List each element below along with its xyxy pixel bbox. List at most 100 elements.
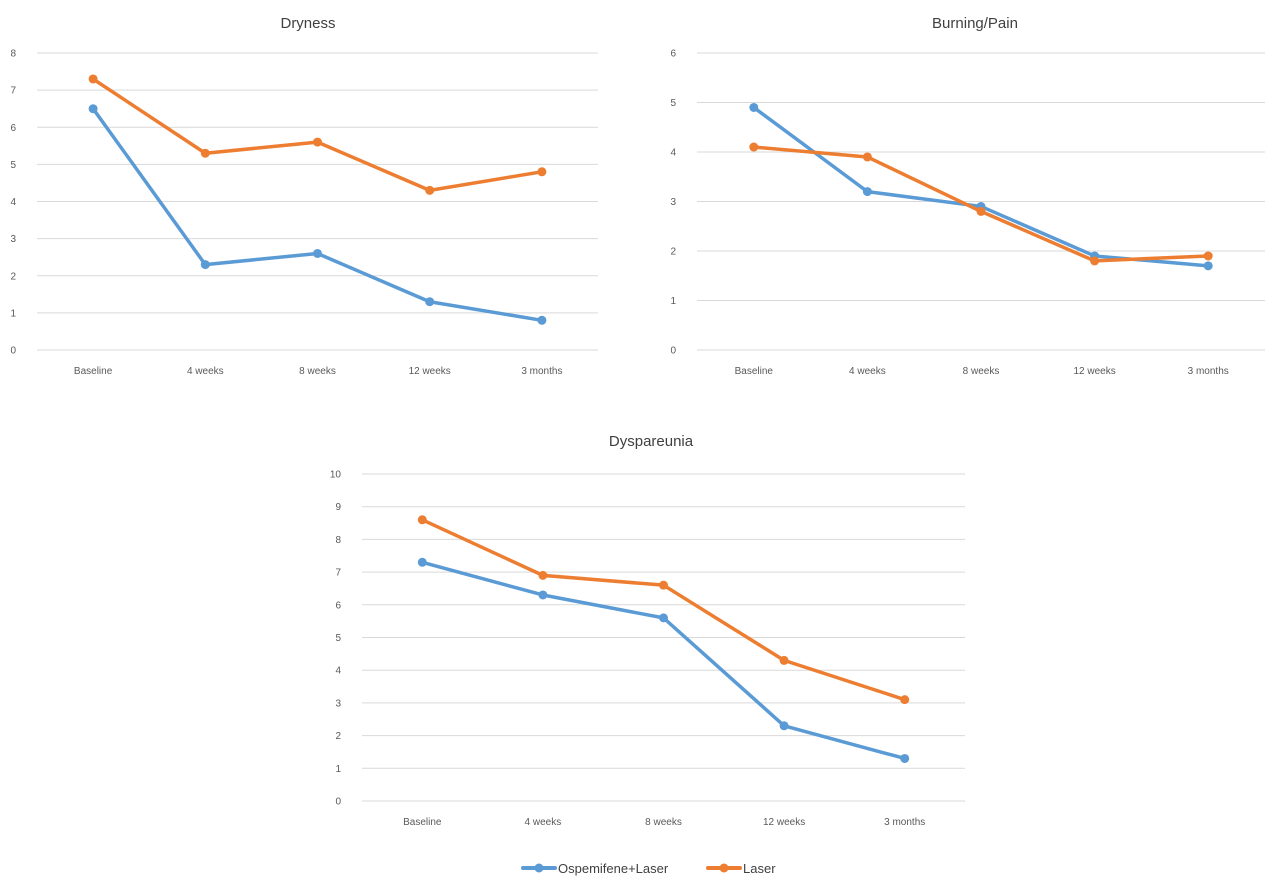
data-point — [537, 167, 547, 177]
legend-marker — [534, 863, 544, 873]
data-point — [417, 557, 427, 567]
x-tick-label: 4 weeks — [849, 366, 886, 377]
data-point — [417, 515, 427, 525]
data-point — [900, 753, 910, 763]
y-tick-label: 3 — [670, 197, 676, 208]
chart-title: Dyspareunia — [609, 433, 694, 450]
data-point — [88, 104, 98, 114]
y-tick-label: 1 — [335, 764, 341, 775]
data-point — [313, 248, 322, 258]
y-tick-label: 4 — [670, 148, 676, 159]
y-axis: 0 1 2 3 4 5 6 7 8 — [10, 49, 16, 357]
y-tick-label: 7 — [10, 86, 16, 97]
y-tick-label: 7 — [335, 568, 341, 579]
series-ospemifene-laser — [88, 104, 547, 325]
x-tick-label: 4 weeks — [187, 366, 224, 377]
y-tick-label: 1 — [10, 308, 16, 319]
chart-dyspareunia: Dyspareunia 0 1 2 3 4 5 6 7 8 9 10 Baseline 4 weeks 8… — [330, 433, 965, 828]
y-tick-label: 6 — [335, 600, 341, 611]
series-line — [420, 518, 907, 702]
data-point — [779, 721, 789, 731]
legend: Ospemifene+Laser Laser — [521, 861, 776, 876]
y-tick-label: 2 — [335, 731, 341, 742]
data-point — [1203, 251, 1213, 261]
x-tick-label: Baseline — [74, 366, 113, 377]
legend-label: Laser — [743, 861, 776, 876]
series-ospemifene-laser — [749, 102, 1213, 271]
legend-item-ospemifene-laser: Ospemifene+Laser — [521, 861, 669, 876]
data-point — [425, 297, 435, 307]
data-point — [659, 580, 668, 590]
x-axis: Baseline 4 weeks 8 weeks 12 weeks 3 months — [735, 366, 1229, 377]
chart-title: Burning/Pain — [932, 15, 1018, 32]
y-tick-label: 10 — [330, 470, 342, 481]
x-tick-label: 3 months — [1188, 366, 1229, 377]
x-tick-label: 12 weeks — [409, 366, 451, 377]
y-tick-label: 5 — [335, 633, 341, 644]
series-line — [91, 77, 544, 193]
series-line — [752, 105, 1210, 268]
y-tick-label: 0 — [10, 346, 16, 357]
chart-burning-pain: Burning/Pain 0 1 2 3 4 5 6 Baseline 4 weeks 8 wee… — [670, 15, 1265, 377]
chart-title: Dryness — [280, 15, 335, 32]
y-tick-label: 9 — [335, 502, 341, 513]
legend-marker — [719, 863, 729, 873]
gridlines — [37, 52, 598, 351]
data-point — [862, 187, 872, 197]
series-laser — [88, 74, 547, 195]
legend-item-laser: Laser — [706, 861, 776, 876]
series-line — [420, 560, 907, 761]
chart-dryness: Dryness 0 1 2 3 4 5 6 7 8 Baseline 4 weeks 8 weeks 1… — [10, 15, 598, 377]
data-point — [1203, 261, 1213, 271]
y-tick-label: 2 — [10, 271, 16, 282]
y-tick-label: 8 — [10, 49, 16, 60]
y-tick-label: 2 — [670, 247, 676, 258]
series-laser — [749, 142, 1213, 266]
y-tick-label: 6 — [670, 49, 676, 60]
y-axis: 0 1 2 3 4 5 6 — [670, 49, 676, 357]
x-tick-label: 3 months — [521, 366, 562, 377]
y-tick-label: 3 — [10, 234, 16, 245]
data-point — [900, 695, 910, 705]
x-tick-label: 12 weeks — [1073, 366, 1115, 377]
data-point — [1090, 256, 1100, 266]
data-point — [749, 142, 759, 152]
x-tick-label: 8 weeks — [299, 366, 336, 377]
data-point — [200, 260, 210, 270]
x-tick-label: 3 months — [884, 817, 925, 828]
data-point — [779, 655, 789, 665]
data-point — [425, 185, 435, 195]
legend-label: Ospemifene+Laser — [558, 861, 669, 876]
x-tick-label: 12 weeks — [763, 817, 805, 828]
y-tick-label: 4 — [10, 197, 16, 208]
y-tick-label: 6 — [10, 123, 16, 134]
y-tick-label: 1 — [670, 296, 676, 307]
data-point — [538, 570, 548, 580]
series-laser — [417, 515, 910, 705]
data-point — [862, 152, 872, 162]
gridlines — [697, 52, 1265, 351]
y-axis: 0 1 2 3 4 5 6 7 8 9 10 — [330, 470, 342, 808]
x-tick-label: Baseline — [735, 366, 774, 377]
data-point — [976, 206, 986, 216]
x-tick-label: 8 weeks — [963, 366, 1000, 377]
y-tick-label: 3 — [335, 698, 341, 709]
data-point — [659, 613, 668, 623]
data-point — [538, 590, 548, 600]
x-axis: Baseline 4 weeks 8 weeks 12 weeks 3 months — [403, 817, 925, 828]
y-tick-label: 4 — [335, 666, 341, 677]
x-tick-label: Baseline — [403, 817, 442, 828]
series-ospemifene-laser — [417, 557, 910, 763]
data-point — [537, 315, 547, 325]
x-tick-label: 4 weeks — [525, 817, 562, 828]
y-tick-label: 0 — [670, 346, 676, 357]
data-point — [749, 102, 759, 112]
y-tick-label: 8 — [335, 535, 341, 546]
y-tick-label: 0 — [335, 797, 341, 808]
x-axis: Baseline 4 weeks 8 weeks 12 weeks 3 months — [74, 366, 563, 377]
data-point — [313, 137, 322, 147]
data-point — [200, 148, 210, 158]
y-tick-label: 5 — [670, 98, 676, 109]
